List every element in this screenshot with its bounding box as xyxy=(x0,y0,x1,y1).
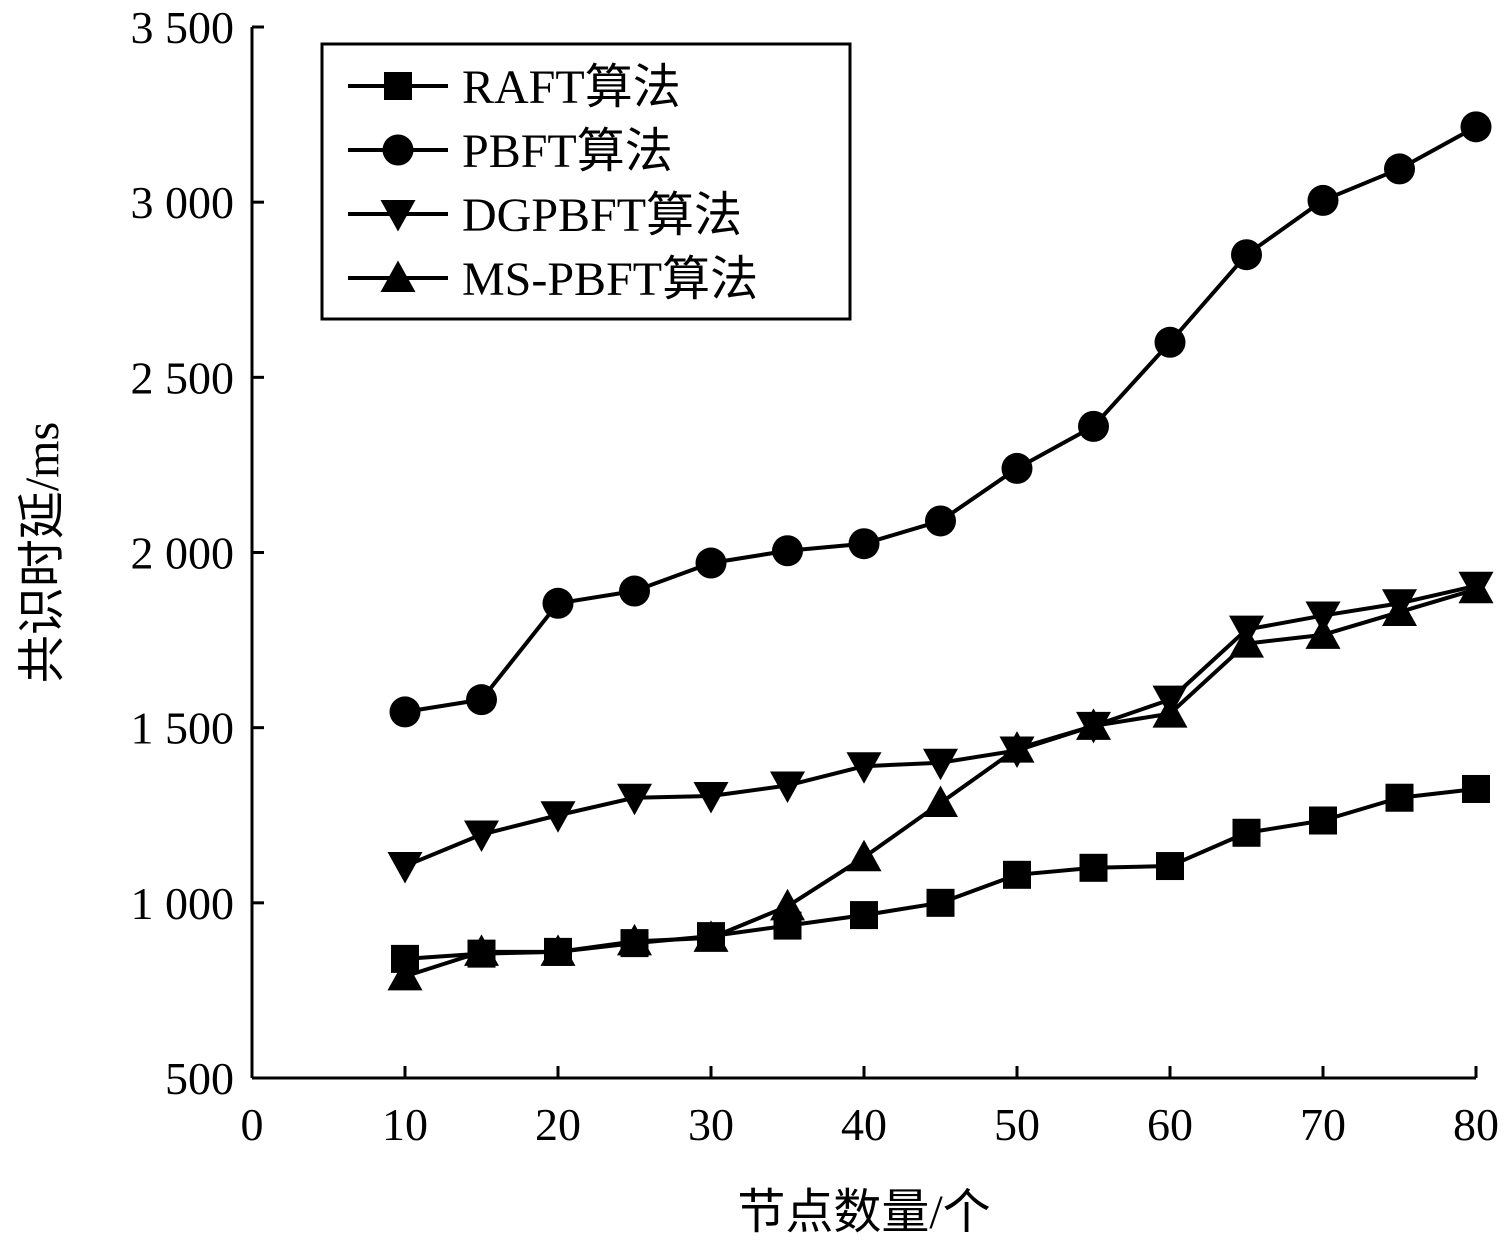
data-point xyxy=(770,771,805,803)
data-point xyxy=(772,535,803,567)
x-tick-label: 80 xyxy=(1453,1099,1499,1150)
data-point xyxy=(848,528,880,560)
y-tick-label: 1 000 xyxy=(131,878,235,929)
x-tick-label: 50 xyxy=(994,1099,1040,1150)
data-point xyxy=(1154,326,1186,358)
x-tick-label: 20 xyxy=(535,1099,581,1150)
data-point xyxy=(1078,410,1109,442)
data-point xyxy=(846,752,882,784)
data-point xyxy=(619,575,650,607)
data-point xyxy=(542,587,574,619)
y-tick-label: 3 000 xyxy=(131,177,235,228)
y-tick-label: 1 500 xyxy=(131,703,235,754)
data-point xyxy=(617,783,652,816)
data-point xyxy=(846,839,882,872)
data-point xyxy=(466,684,497,716)
legend-marker xyxy=(380,200,416,232)
data-point xyxy=(923,748,958,781)
data-point xyxy=(999,731,1035,763)
data-point xyxy=(1231,239,1262,271)
data-point xyxy=(464,934,499,966)
data-point xyxy=(695,547,727,579)
data-point xyxy=(1001,452,1033,484)
data-point xyxy=(1156,852,1184,881)
series-4 xyxy=(387,571,1494,991)
data-point xyxy=(1385,783,1414,812)
data-point xyxy=(850,901,878,930)
data-point xyxy=(464,820,499,853)
data-point xyxy=(1232,818,1261,847)
data-point xyxy=(1307,184,1339,216)
data-point xyxy=(1384,153,1415,185)
data-point xyxy=(1309,806,1337,835)
y-axis-title: 共识时延/ms xyxy=(16,422,69,683)
x-tick-label: 70 xyxy=(1300,1099,1346,1150)
x-tick-label: 10 xyxy=(382,1099,428,1150)
x-tick-label: 60 xyxy=(1147,1099,1193,1150)
data-point xyxy=(540,801,576,833)
legend-item: MS-PBFT算法 xyxy=(348,253,758,306)
data-point xyxy=(923,785,958,817)
legend-marker xyxy=(384,72,412,100)
legend-label: MS-PBFT算法 xyxy=(462,253,758,306)
data-point xyxy=(925,505,956,537)
legend-marker xyxy=(380,260,416,292)
data-point xyxy=(1460,111,1492,143)
data-point xyxy=(1076,708,1111,740)
data-point xyxy=(1305,601,1341,634)
legend-label: DGPBFT算法 xyxy=(462,189,742,242)
data-point xyxy=(389,696,421,728)
axes: 0 10 20 30 40 50 60 70 80 500 1 000 1 500 2 000 2 500… xyxy=(131,2,1500,1150)
data-point xyxy=(1003,860,1031,889)
data-point xyxy=(926,888,955,917)
data-point xyxy=(693,920,729,952)
data-point xyxy=(540,934,576,966)
y-tick-label: 2 500 xyxy=(131,352,235,403)
x-tick-label: 40 xyxy=(841,1099,887,1150)
x-tick-label: 0 xyxy=(241,1099,264,1150)
legend-label: PBFT算法 xyxy=(462,125,673,178)
y-tick-label: 2 000 xyxy=(131,528,235,579)
data-point xyxy=(770,888,805,921)
legend-marker xyxy=(382,134,414,166)
y-tick-label: 500 xyxy=(165,1053,234,1104)
data-point xyxy=(387,958,423,991)
data-point xyxy=(1229,626,1264,658)
series-3 xyxy=(387,571,1494,884)
legend-item: DGPBFT算法 xyxy=(348,189,742,242)
data-point xyxy=(1152,696,1188,728)
legend-item: PBFT算法 xyxy=(348,125,673,178)
series-layer xyxy=(387,111,1494,991)
data-point xyxy=(387,852,423,884)
series-2 xyxy=(389,111,1492,728)
data-point xyxy=(1382,594,1417,627)
x-tick-label: 30 xyxy=(688,1099,734,1150)
data-point xyxy=(1079,853,1108,882)
x-axis-title: 节点数量/个 xyxy=(737,1186,990,1239)
legend-label: RAFT算法 xyxy=(462,61,681,114)
data-point xyxy=(617,923,652,956)
data-point xyxy=(1305,617,1341,649)
data-point xyxy=(693,781,729,814)
data-point xyxy=(1462,774,1490,803)
legend: RAFT算法 PBFT算法 DGPBFT算法 MS-PBFT算法 xyxy=(320,42,852,321)
legend-item: RAFT算法 xyxy=(348,61,681,114)
data-point xyxy=(1458,571,1494,604)
y-tick-label: 3 500 xyxy=(131,2,235,53)
